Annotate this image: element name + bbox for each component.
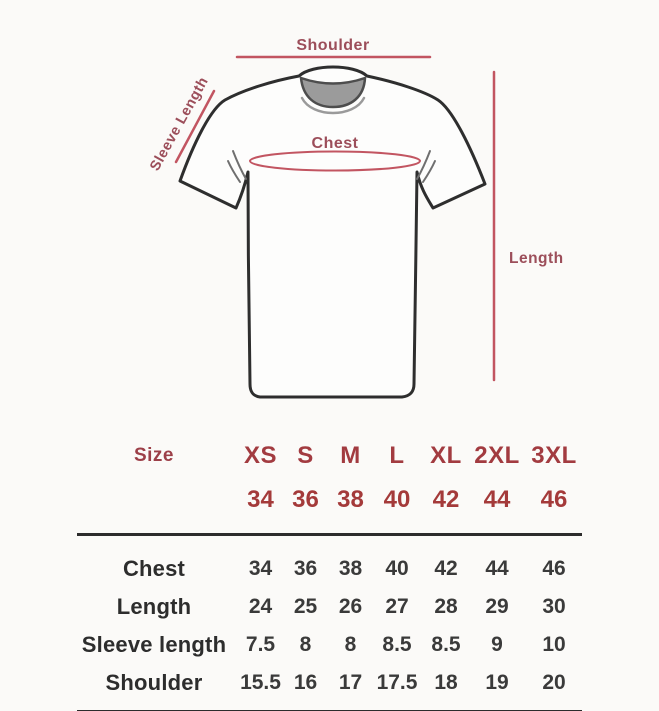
size-column-number: 34 [247, 486, 274, 513]
armpit-wrinkles-left [227, 150, 247, 183]
size-number-row: 34 36 38 40 42 44 46 [70, 474, 585, 520]
row-value: 28 [434, 595, 458, 618]
row-value: 46 [542, 557, 566, 580]
chest-label: Chest [312, 135, 359, 152]
row-value: 20 [542, 671, 566, 694]
size-column-number: 46 [540, 486, 568, 513]
chest-measure-ellipse [249, 150, 421, 172]
measurement-lines [174, 55, 496, 382]
size-table: Size XS S M L XL 2XL 3XL 34 36 38 40 42 44 46 Chest 3… [70, 438, 585, 711]
row-value: 40 [385, 557, 409, 580]
size-column-header: XS [243, 442, 277, 469]
row-value: 17.5 [376, 671, 418, 694]
size-column-number: 40 [383, 486, 411, 513]
row-label: Chest [122, 556, 186, 581]
row-value: 19 [485, 671, 509, 694]
sleeve-measure-line [174, 89, 216, 164]
table-row: Chest 34 36 38 40 42 44 46 [70, 550, 585, 588]
size-table-rows: Chest 34 36 38 40 42 44 46 Length 24 25 26 27 28 29 30 S… [70, 536, 585, 702]
table-top-rule [77, 533, 582, 536]
length-label: Length [509, 250, 564, 267]
size-column-number: 38 [337, 486, 364, 513]
size-column-header: S [297, 442, 314, 469]
row-value: 8.5 [431, 633, 461, 656]
row-value: 36 [293, 557, 318, 580]
row-label: Shoulder [105, 670, 203, 695]
row-value: 26 [338, 595, 363, 618]
table-row: Length 24 25 26 27 28 29 30 [70, 588, 585, 626]
row-label: Sleeve length [81, 632, 227, 657]
size-column-number: 42 [432, 486, 460, 513]
tshirt-outline [178, 65, 487, 399]
row-value: 8.5 [382, 633, 412, 656]
row-value: 30 [542, 595, 566, 618]
row-value: 10 [542, 633, 566, 656]
row-value: 7.5 [245, 633, 276, 656]
row-value: 15.5 [240, 671, 281, 694]
armpit-wrinkles-right [416, 150, 436, 183]
row-value: 44 [485, 557, 509, 580]
shoulder-label: Shoulder [296, 37, 369, 54]
size-column-header: 2XL [474, 442, 520, 469]
collar-band [299, 76, 367, 109]
table-row: Sleeve length 7.5 8 8 8.5 8.5 9 10 [70, 626, 585, 664]
size-column-header: M [340, 442, 361, 469]
row-value: 18 [434, 671, 458, 694]
row-value: 17 [338, 671, 363, 694]
row-value: 9 [491, 633, 503, 656]
neckline-seam [300, 96, 366, 115]
size-column-number: 44 [483, 486, 511, 513]
size-header-row: Size XS S M L XL 2XL 3XL [70, 438, 585, 474]
row-value: 38 [338, 557, 363, 580]
row-value: 29 [485, 595, 509, 618]
row-value: 8 [344, 633, 357, 656]
row-label: Length [116, 594, 192, 619]
row-value: 34 [248, 557, 273, 580]
size-column-header: XL [430, 442, 462, 469]
tshirt-diagram: Shoulder Sleeve Length Chest Length [147, 37, 564, 399]
row-value: 16 [293, 671, 318, 694]
size-column-header: L [389, 442, 405, 469]
table-row: Shoulder 15.5 16 17 17.5 18 19 20 [70, 664, 585, 702]
row-value: 42 [434, 557, 458, 580]
row-value: 8 [299, 633, 312, 656]
row-value: 25 [293, 595, 318, 618]
row-value: 24 [248, 595, 273, 618]
size-column-number: 36 [292, 486, 319, 513]
size-column-header: 3XL [531, 442, 577, 469]
size-header-label: Size [133, 445, 175, 466]
row-value: 27 [385, 595, 409, 618]
